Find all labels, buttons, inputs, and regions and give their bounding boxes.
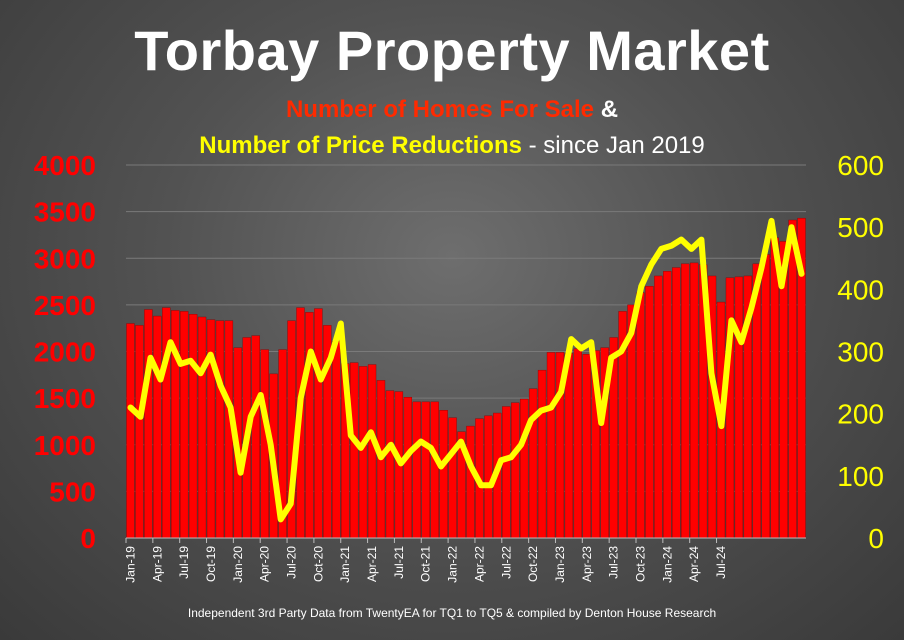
x-axis-tick-label: Jul-23 — [607, 546, 621, 579]
x-axis: Jan-19 Apr-19 Jul-19 Oct-19 Jan-20 Apr-20 Jul-… — [123, 537, 806, 583]
x-axis-tick-label: Jul-24 — [714, 546, 728, 579]
bar — [761, 254, 770, 539]
bar — [153, 315, 162, 539]
bar — [188, 314, 198, 539]
bar — [725, 277, 735, 539]
bar — [439, 410, 448, 539]
x-axis-tick-label: Jan-23 — [553, 546, 567, 583]
x-axis-tick-label: Oct-19 — [204, 546, 218, 582]
right-axis-tick-label: 600 — [837, 150, 884, 181]
x-axis-tick-label: Jan-20 — [231, 546, 245, 583]
right-axis-tick-label: 400 — [837, 274, 884, 305]
bar — [546, 352, 556, 539]
x-axis-tick-label: Jul-22 — [499, 546, 513, 579]
right-axis-tick-label: 200 — [837, 399, 884, 430]
left-axis-tick-label: 2000 — [34, 337, 96, 368]
bar — [126, 323, 135, 539]
subtitle-homes-for-sale: Number of Homes For Sale — [285, 96, 595, 123]
bar — [403, 396, 413, 539]
x-axis-tick-label: Oct-23 — [633, 546, 647, 582]
right-axis-tick-label: 300 — [837, 337, 884, 368]
left-axis-tick-label: 1000 — [34, 430, 96, 461]
bar — [528, 388, 538, 539]
bar — [385, 390, 395, 539]
bar — [430, 401, 439, 539]
bar — [349, 362, 359, 539]
bar — [358, 366, 368, 539]
subtitle-line-1: Number of Homes For Sale & — [0, 96, 904, 124]
bar — [681, 263, 690, 539]
x-axis-tick-label: Apr-23 — [580, 546, 594, 582]
x-axis-tick-label: Jan-21 — [338, 546, 352, 583]
bar — [367, 364, 377, 539]
bar — [734, 276, 744, 539]
bar — [654, 275, 663, 539]
bar — [197, 316, 207, 539]
x-axis-tick-label: Apr-22 — [472, 546, 486, 582]
bar — [135, 325, 144, 539]
right-axis-tick-label: 100 — [837, 461, 884, 492]
x-axis-tick-label: Jan-19 — [123, 546, 137, 583]
subtitle-line-2: Number of Price Reductions - since Jan 2… — [0, 132, 904, 160]
bar — [314, 308, 323, 539]
left-axis-tick-label: 1500 — [34, 383, 96, 414]
right-axis: 0 100 200 300 400 500 600 — [837, 150, 884, 554]
bar — [519, 398, 529, 539]
bar — [788, 219, 797, 539]
x-axis-tick-label: Jul-21 — [392, 546, 406, 579]
bar — [636, 292, 645, 539]
bar — [573, 348, 583, 539]
line-series — [127, 217, 805, 523]
subtitle-price-reductions: Number of Price Reductions — [199, 132, 522, 159]
left-axis: 0 500 1000 1500 2000 2500 3000 3500 4000 — [34, 150, 96, 554]
x-axis-tick-label: Jan-22 — [446, 546, 460, 583]
right-axis-tick-label: 500 — [837, 212, 884, 243]
chart-title: Torbay Property Market — [134, 19, 770, 82]
bar — [251, 335, 260, 539]
x-axis-tick-label: Apr-24 — [687, 546, 701, 582]
x-axis-tick-label: Oct-21 — [419, 546, 433, 582]
left-axis-tick-label: 3500 — [34, 197, 96, 228]
subtitle-since: - since Jan 2019 — [521, 132, 705, 159]
subtitle-ampersand: & — [594, 96, 619, 123]
left-axis-tick-label: 500 — [49, 476, 96, 507]
left-axis-tick-label: 4000 — [34, 150, 96, 181]
bar — [179, 311, 189, 539]
x-axis-tick-label: Apr-19 — [150, 546, 164, 582]
bar — [466, 425, 475, 539]
price-reductions-line — [127, 217, 805, 523]
bar — [537, 369, 547, 539]
x-axis-tick-label: Jul-20 — [285, 546, 299, 579]
bar — [215, 320, 225, 539]
x-axis-tick-label: Oct-22 — [526, 546, 540, 582]
bar — [770, 237, 779, 539]
x-axis-tick-label: Jan-24 — [660, 546, 674, 583]
source-footnote: Independent 3rd Party Data from TwentyEA… — [187, 606, 717, 620]
bar — [412, 401, 421, 539]
left-axis-tick-label: 3000 — [34, 243, 96, 274]
bar — [582, 354, 591, 539]
x-axis-tick-label: Jul-19 — [177, 546, 191, 579]
bar — [421, 401, 430, 539]
bar — [448, 417, 457, 539]
left-axis-tick-label: 0 — [80, 523, 96, 554]
bar — [663, 271, 672, 539]
bar — [645, 286, 654, 539]
bar — [332, 341, 341, 539]
bar — [305, 312, 314, 539]
bar — [672, 267, 681, 539]
bar — [502, 406, 511, 539]
bar — [689, 262, 699, 539]
bar — [144, 309, 153, 539]
x-axis-tick-label: Oct-20 — [311, 546, 325, 582]
x-axis-tick-label: Apr-20 — [258, 546, 272, 582]
bar — [511, 402, 520, 539]
left-axis-tick-label: 2500 — [34, 290, 96, 321]
x-axis-tick-label: Apr-21 — [365, 546, 379, 582]
right-axis-tick-label: 0 — [868, 523, 884, 554]
